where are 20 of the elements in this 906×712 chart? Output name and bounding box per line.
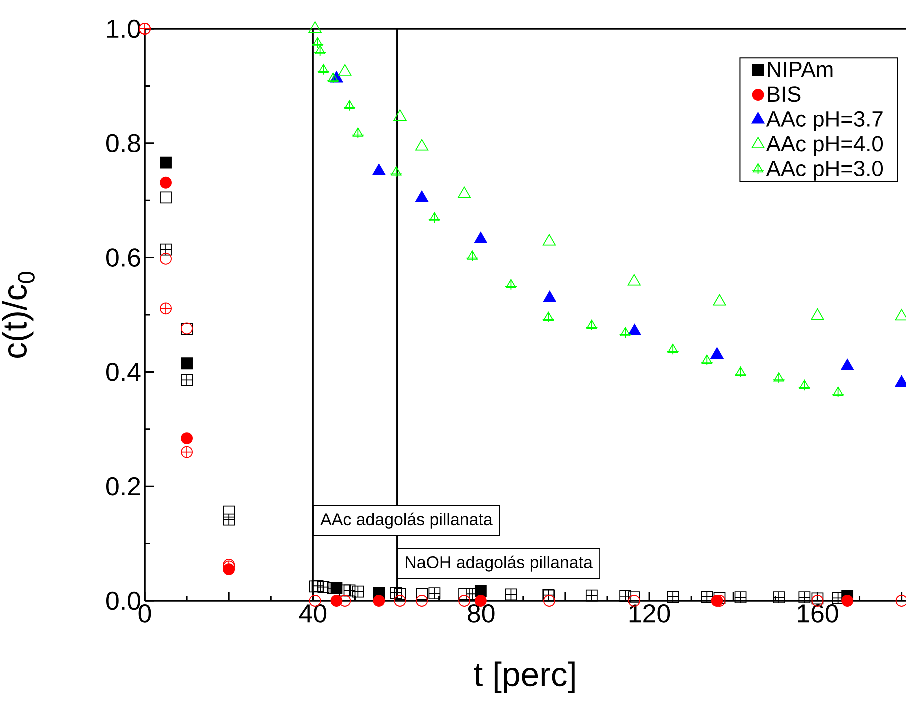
legend-label: NIPAm (768, 62, 833, 78)
legend-label: BIS (768, 86, 801, 102)
y-tick-label: 0.8 (106, 134, 140, 153)
y-tick-label: 0.6 (106, 248, 140, 267)
x-tick-label: 0 (138, 604, 152, 623)
y-tick-label: 0.0 (106, 592, 140, 610)
legend-label: AAc pH=3.0 (766, 160, 884, 181)
ref-line-label: AAc adagolás pillanata (320, 512, 493, 529)
y-tick-label: 0.4 (106, 363, 141, 382)
y-axis-title: c(t)/c$_{0}$ (2, 272, 35, 358)
y-tick-label: 0.2 (106, 477, 140, 496)
x-tick-label: 120 (630, 604, 670, 623)
y-tick-label: 1.0 (107, 20, 140, 38)
x-tick-label: 80 (468, 604, 495, 623)
x-tick-label: 160 (798, 604, 838, 623)
x-tick-label: 40 (299, 604, 327, 623)
legend-label: AAc pH=4.0 (766, 136, 884, 156)
legend-label: AAc pH=3.7 (766, 111, 883, 132)
x-axis-title: t [perc] (474, 662, 575, 694)
ref-line-label: NaOH adagolás pillanata (406, 556, 593, 572)
